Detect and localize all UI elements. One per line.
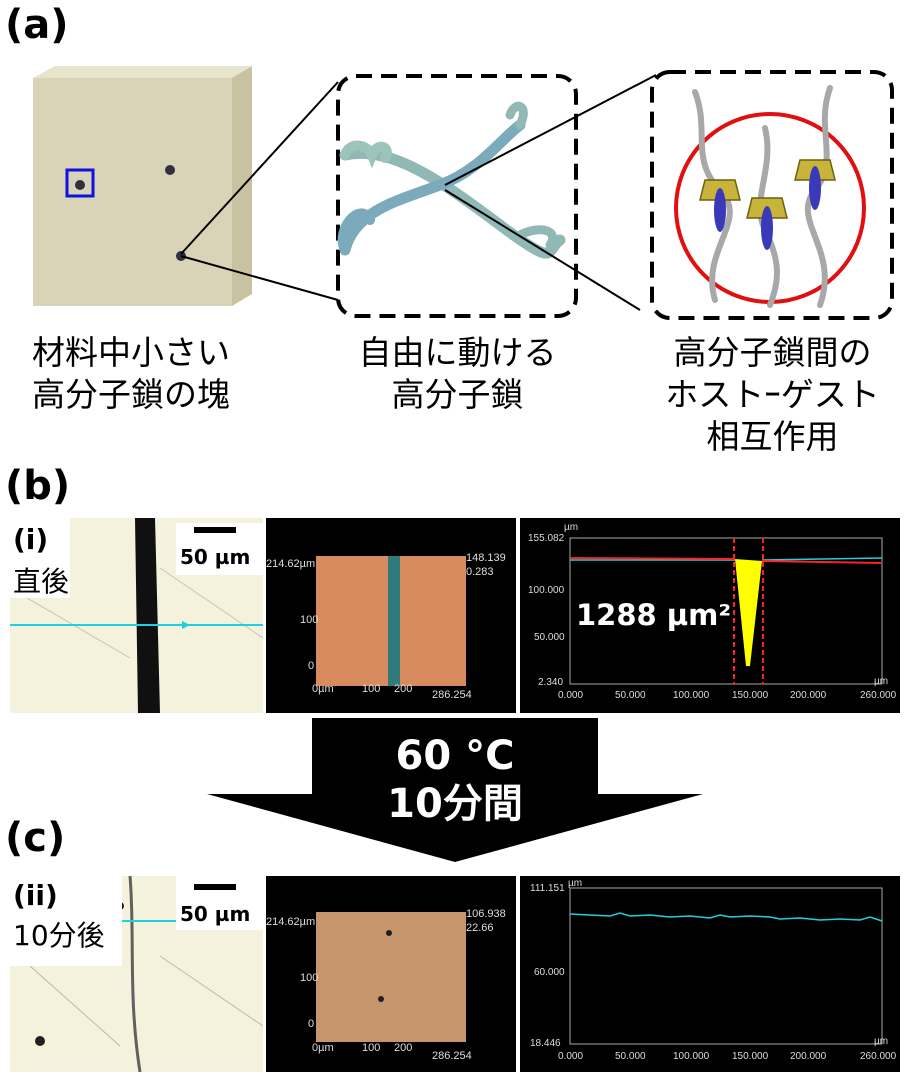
height-map-ii: 214.62µm 100 0 0µm 100 200 286.254 106.9… [266,876,516,1072]
map-y-mid: 100 [300,972,319,984]
map-x-max: 286.254 [432,1050,472,1062]
micrograph-ii: (ii) 10分後 50 µm [10,876,263,1072]
profile-x-tick: 100.000 [673,1051,710,1062]
map-z-bottom: 0.283 [466,566,494,578]
micrograph-i: (i) 直後 50 µm [10,518,263,713]
map-x-mid1: 100 [362,683,381,695]
profile-y-tick: 60.000 [534,967,565,978]
scale-bar: 50 µm [176,876,263,930]
caption-host-guest: 高分子鎖間の ホストｰゲスト 相互作用 [640,332,905,458]
scale-bar: 50 µm [176,523,263,575]
arrow-time: 10分間 [387,781,523,827]
arrow-temperature: 60 °C [395,733,515,779]
profile-unit: µm [568,878,583,889]
panel-b-label: (b) [5,463,71,509]
map-z-top: 106.938 [466,908,506,920]
free-polymer-chains [337,101,566,259]
height-map-surface [316,556,466,686]
caption-free-chain: 自由に動ける 高分子鎖 [330,332,585,416]
host-guest-box [650,70,894,320]
scale-bar-label: 50 µm [180,545,251,569]
profile-x-tick: 260.000 [860,1051,897,1062]
profile-unit: µm [564,522,579,533]
map-x-mid1: 100 [362,1042,381,1054]
profile-y-tick: 111.151 [530,883,565,894]
zoom-line [180,255,339,301]
map-x-max: 286.254 [432,689,472,701]
profile-chart-ii: µm µm 111.151 60.000 18.446 0.000 50.000… [520,876,900,1072]
polymer-clump [165,165,175,175]
height-map-surface [316,912,466,1042]
profile-x-tick: 100.000 [673,690,710,701]
panel-a-label: (a) [5,2,69,48]
caption-line: 相互作用 [706,417,839,456]
caption-line: 自由に動ける [358,333,557,372]
caption-lump: 材料中小さい 高分子鎖の塊 [0,332,262,416]
map-x-zero: 0µm [312,1042,334,1054]
profile-x-tick: 0.000 [558,1051,584,1062]
profile-x-tick: 50.000 [615,690,646,701]
row-ii-tag: (ii) [13,879,58,912]
map-x-mid2: 200 [394,683,413,695]
scratch-area [735,559,762,666]
process-arrow [207,718,703,862]
map-y-mid: 100 [300,614,319,626]
map-x-zero: 0µm [312,683,334,695]
profile-y-tick: 50.000 [534,632,565,643]
row-i-label: 直後 [13,565,70,598]
profile-x-tick: 0.000 [558,690,584,701]
scratch-image [10,518,263,713]
map-y-top: 214.62µm [266,916,316,928]
map-z-bottom: 22.66 [466,922,494,934]
profile-chart-i: µm µm 155.082 100.000 50.000 2.340 0.000… [520,518,900,713]
polymer-clump [75,180,85,190]
zoom-line [444,74,657,186]
profile-y-tick: 2.340 [538,677,564,688]
profile-x-tick: 260.000 [860,690,897,701]
caption-line: 高分子鎖間の [673,333,872,372]
profile-unit-x: µm [874,1036,889,1047]
profile-x-tick: 200.000 [790,690,827,701]
profile-x-tick: 50.000 [615,1051,646,1062]
map-x-mid2: 200 [394,1042,413,1054]
zoom-line [180,81,339,255]
profile-y-tick: 155.082 [528,533,565,544]
profile-y-tick: 18.446 [530,1038,561,1049]
map-y-top: 214.62µm [266,558,316,570]
panel-c-label: (c) [5,815,66,861]
scale-bar-label: 50 µm [180,902,251,926]
zoom-line [444,189,641,311]
caption-line: 高分子鎖 [391,375,524,414]
caption-line: ホストｰゲスト [665,375,880,414]
map-y-zero: 0 [308,660,315,672]
map-y-zero: 0 [308,1018,315,1030]
profile-x-tick: 150.000 [732,690,769,701]
caption-line: 材料中小さい [32,333,230,372]
area-annotation: 1288 µm² [576,598,732,632]
row-ii-label: 10分後 [13,919,105,952]
row-i-tag: (i) [13,523,49,556]
host-guest-units [699,159,836,250]
profile-y-tick: 100.000 [528,585,565,596]
profile-x-tick: 200.000 [790,1051,827,1062]
panel-a-illustration [33,66,894,320]
map-z-top: 148.139 [466,552,506,564]
profile-unit-x: µm [874,676,889,687]
free-chain-box [336,74,578,318]
arrow-condition: 60 °C 10分間 [312,732,598,828]
highlight-box [65,168,95,198]
caption-line: 高分子鎖の塊 [32,375,230,414]
profile-x-tick: 150.000 [732,1051,769,1062]
height-map-i: 214.62µm 100 0 0µm 100 200 286.254 148.1… [266,518,516,713]
